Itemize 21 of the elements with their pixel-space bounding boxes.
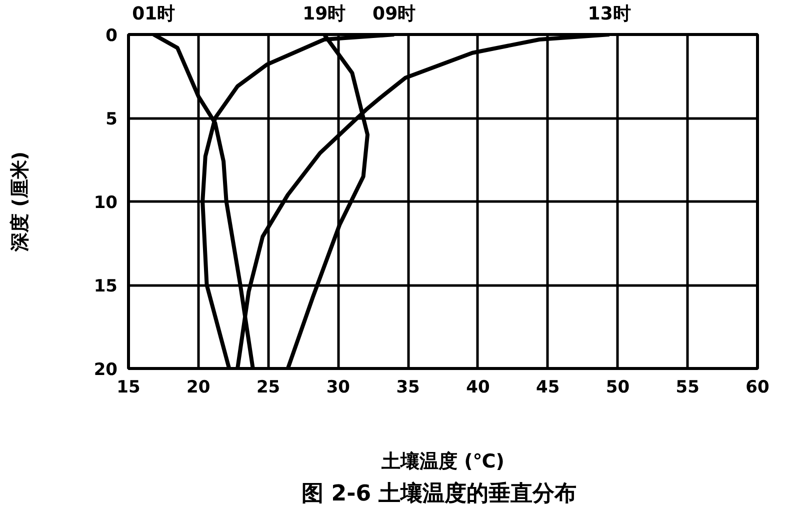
x-tick-label: 35 xyxy=(396,378,420,398)
x-tick-label: 25 xyxy=(256,378,280,398)
y-tick-label: 10 xyxy=(94,193,118,213)
x-tick-label: 40 xyxy=(466,378,490,398)
y-tick-label: 15 xyxy=(94,276,118,296)
x-tick-label: 60 xyxy=(746,378,770,398)
x-tick-label: 55 xyxy=(676,378,700,398)
y-tick-label: 0 xyxy=(106,26,118,46)
y-tick-label: 5 xyxy=(106,110,118,130)
text: 图 2-6 土壤温度的垂直分布 xyxy=(302,480,577,506)
series-label: 19时 xyxy=(302,4,346,24)
series-label: 09时 xyxy=(372,4,416,24)
series-label: 13时 xyxy=(588,4,631,24)
x-tick-label: 20 xyxy=(186,378,210,398)
y-tick-label: 20 xyxy=(94,360,118,380)
series-label: 01时 xyxy=(132,4,176,24)
y-axis-title: 深度 (厘米) xyxy=(8,152,31,252)
x-tick-label: 50 xyxy=(606,378,630,398)
x-tick-label: 30 xyxy=(326,378,350,398)
x-axis-title: 土壤温度 (℃) xyxy=(380,450,505,472)
x-tick-label: 45 xyxy=(536,378,560,398)
